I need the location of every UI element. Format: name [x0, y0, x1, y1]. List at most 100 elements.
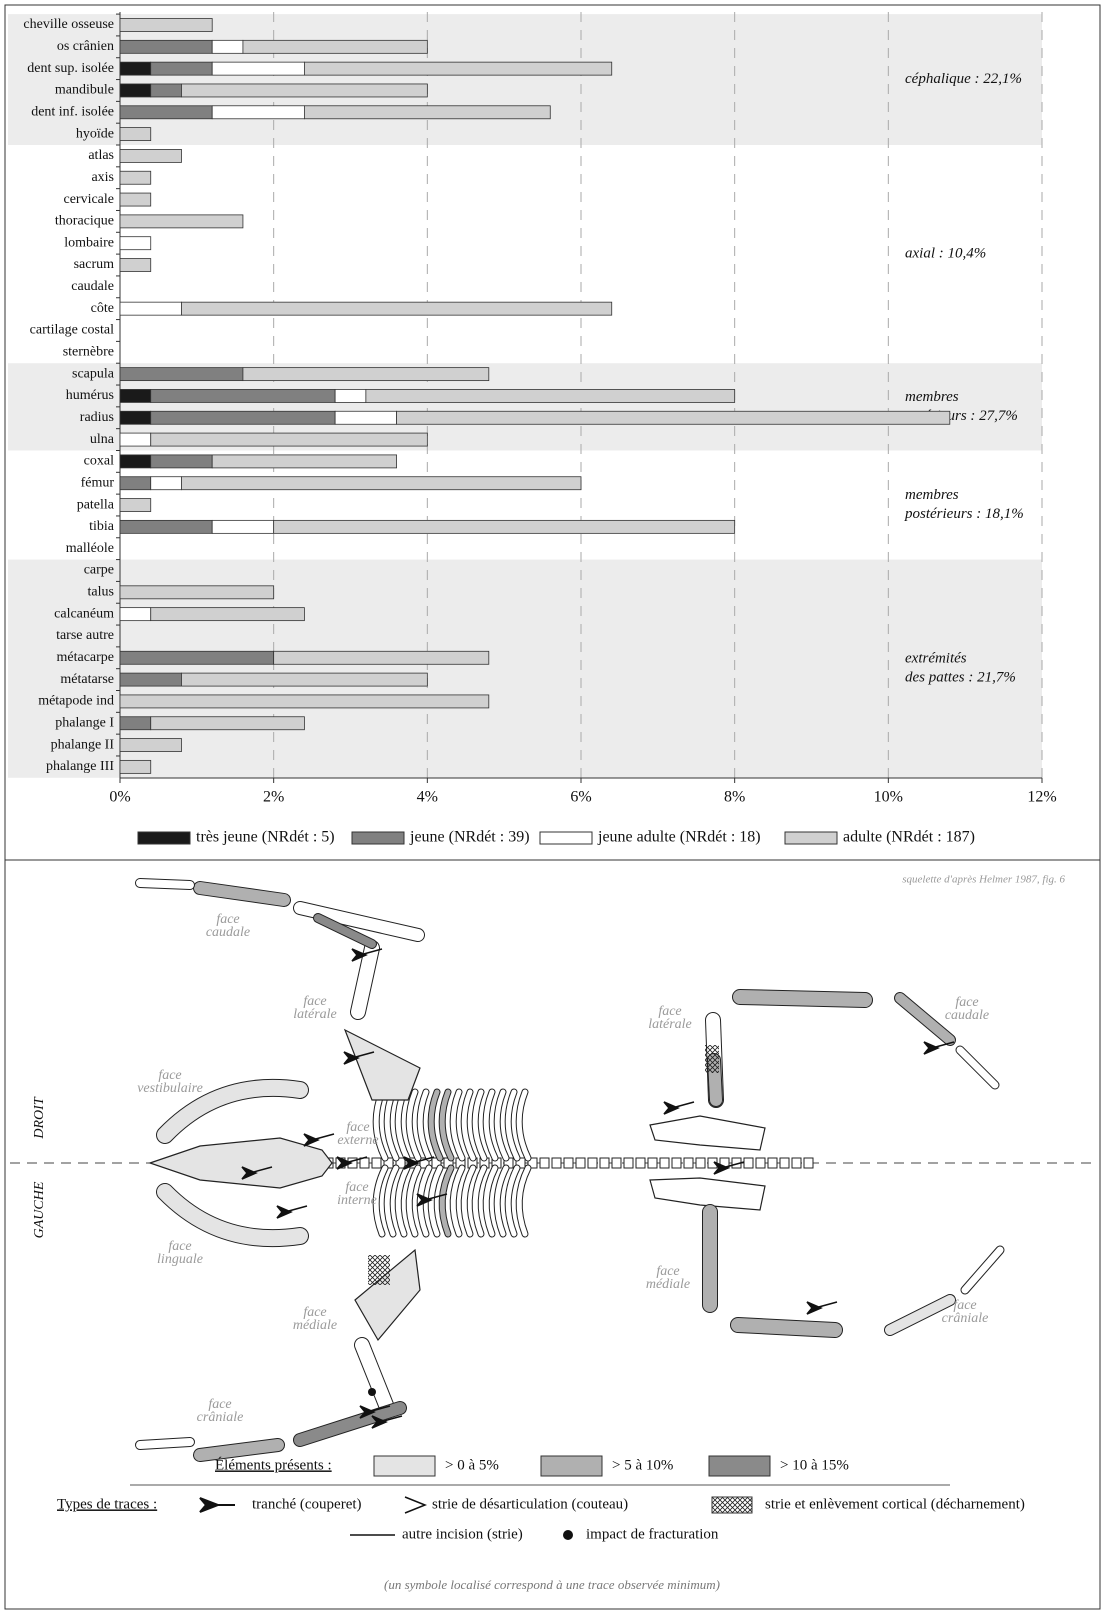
face-label: externe: [337, 1133, 378, 1148]
y-tick-label: coxal: [84, 454, 114, 469]
bone: [472, 1089, 487, 1161]
legend-label: jeune adulte (NRdét : 18): [597, 829, 761, 846]
legend-label: tranché (couperet): [252, 1496, 362, 1512]
face-label: face: [303, 994, 326, 1009]
bar-segment: [119, 759, 152, 774]
bar-segment: [150, 61, 213, 76]
bone: [136, 879, 194, 889]
legend-label: > 5 à 10%: [612, 1457, 673, 1473]
chop-mark: [303, 1133, 335, 1147]
face-label: face: [208, 1397, 231, 1412]
bar-segment: [211, 519, 275, 534]
y-tick-label: scapula: [72, 366, 115, 381]
y-tick-label: sacrum: [74, 257, 115, 272]
bone: [450, 1165, 465, 1237]
y-tick-label: atlas: [88, 148, 114, 163]
legend-swatch: [373, 1455, 436, 1477]
bone: [395, 1165, 410, 1237]
bone: [731, 1318, 842, 1337]
y-tick-label: fémur: [81, 475, 115, 490]
diagram-labels: squelette d'après Helmer 1987, fig. 6 DR…: [32, 874, 1065, 1592]
face-label: interne: [337, 1193, 377, 1208]
y-tick-label: métacarpe: [56, 650, 114, 665]
y-tick-label: axis: [91, 170, 114, 185]
bar-segment: [334, 410, 397, 425]
chop-mark: [416, 1193, 448, 1207]
bar-segment: [150, 607, 305, 622]
bar-segment: [119, 476, 152, 491]
y-tick-label: cartilage costal: [30, 323, 114, 338]
bar-segment: [119, 214, 244, 229]
vertebra: [527, 1157, 538, 1169]
vertebra: [371, 1157, 382, 1169]
bar-segment: [150, 389, 336, 403]
bar-segment: [150, 410, 336, 425]
credit: squelette d'après Helmer 1987, fig. 6: [902, 874, 1065, 886]
bone: [373, 1165, 388, 1237]
face-label: médiale: [293, 1318, 337, 1333]
impact-symbol: [563, 1530, 573, 1540]
y-tick-label: mandibule: [55, 83, 114, 98]
bone: [294, 1402, 406, 1446]
vertebra: [587, 1157, 598, 1169]
bar-segment: [119, 367, 244, 382]
legend-label: adulte (NRdét : 187): [843, 829, 975, 846]
bone: [136, 1438, 194, 1449]
chop-mark: [336, 1156, 368, 1170]
bone: [649, 1177, 766, 1211]
legend-title: Types de traces :: [57, 1496, 157, 1512]
bar-segment: [119, 607, 152, 622]
bar-segment: [119, 236, 152, 251]
impact-mark: [368, 1388, 376, 1396]
bone: [461, 1165, 476, 1237]
bone: [294, 902, 424, 941]
vertebra: [575, 1157, 586, 1169]
chop-mark: [403, 1156, 435, 1170]
vertebra: [359, 1157, 370, 1169]
vertebra: [563, 1157, 574, 1169]
bar-segment: [365, 389, 736, 403]
bar-segment: [119, 61, 152, 76]
bar-segment: [181, 476, 582, 491]
bar-segment: [396, 410, 951, 425]
y-tick-label: malléole: [66, 541, 114, 556]
bar-segment: [119, 498, 152, 512]
face-label: vestibulaire: [137, 1081, 203, 1096]
chop-mark: [351, 948, 383, 962]
face-label: latérale: [648, 1017, 692, 1032]
legend-label: > 0 à 5%: [445, 1457, 499, 1473]
chop-mark: [241, 1166, 273, 1180]
bone: [439, 1165, 454, 1237]
face-label: linguale: [157, 1252, 203, 1267]
chop-symbol: [199, 1497, 235, 1513]
vertebra: [635, 1157, 646, 1169]
face-label: face: [953, 1298, 976, 1313]
bar-segment: [119, 39, 213, 54]
bar-segment: [242, 39, 428, 54]
face-label: face: [303, 1305, 326, 1320]
y-tick-label: ulna: [90, 432, 115, 447]
bone: [516, 1089, 531, 1161]
face-label: caudale: [945, 1008, 989, 1023]
bar-segment: [119, 127, 152, 141]
bone: [148, 1137, 333, 1189]
face-label: face: [955, 995, 978, 1010]
bar-segment: [150, 476, 182, 491]
bar-segment: [211, 454, 397, 469]
bone: [505, 1165, 520, 1237]
bone: [406, 1165, 421, 1237]
bone: [428, 1089, 443, 1161]
side-label: DROIT: [32, 1096, 47, 1139]
bone: [483, 1165, 498, 1237]
legend-label: jeune (NRdét : 39): [409, 829, 530, 846]
bone: [417, 1165, 432, 1237]
y-tick-label: dent sup. isolée: [27, 61, 114, 76]
cut-symbol: [404, 1496, 428, 1514]
group-label: membres: [905, 487, 959, 503]
x-tick-label: 4%: [417, 789, 438, 806]
y-tick-label: calcanéum: [54, 606, 114, 621]
vertebra: [551, 1157, 562, 1169]
bone: [961, 1246, 1004, 1294]
bone: [516, 1165, 531, 1237]
y-tick-label: os crânien: [57, 39, 114, 54]
